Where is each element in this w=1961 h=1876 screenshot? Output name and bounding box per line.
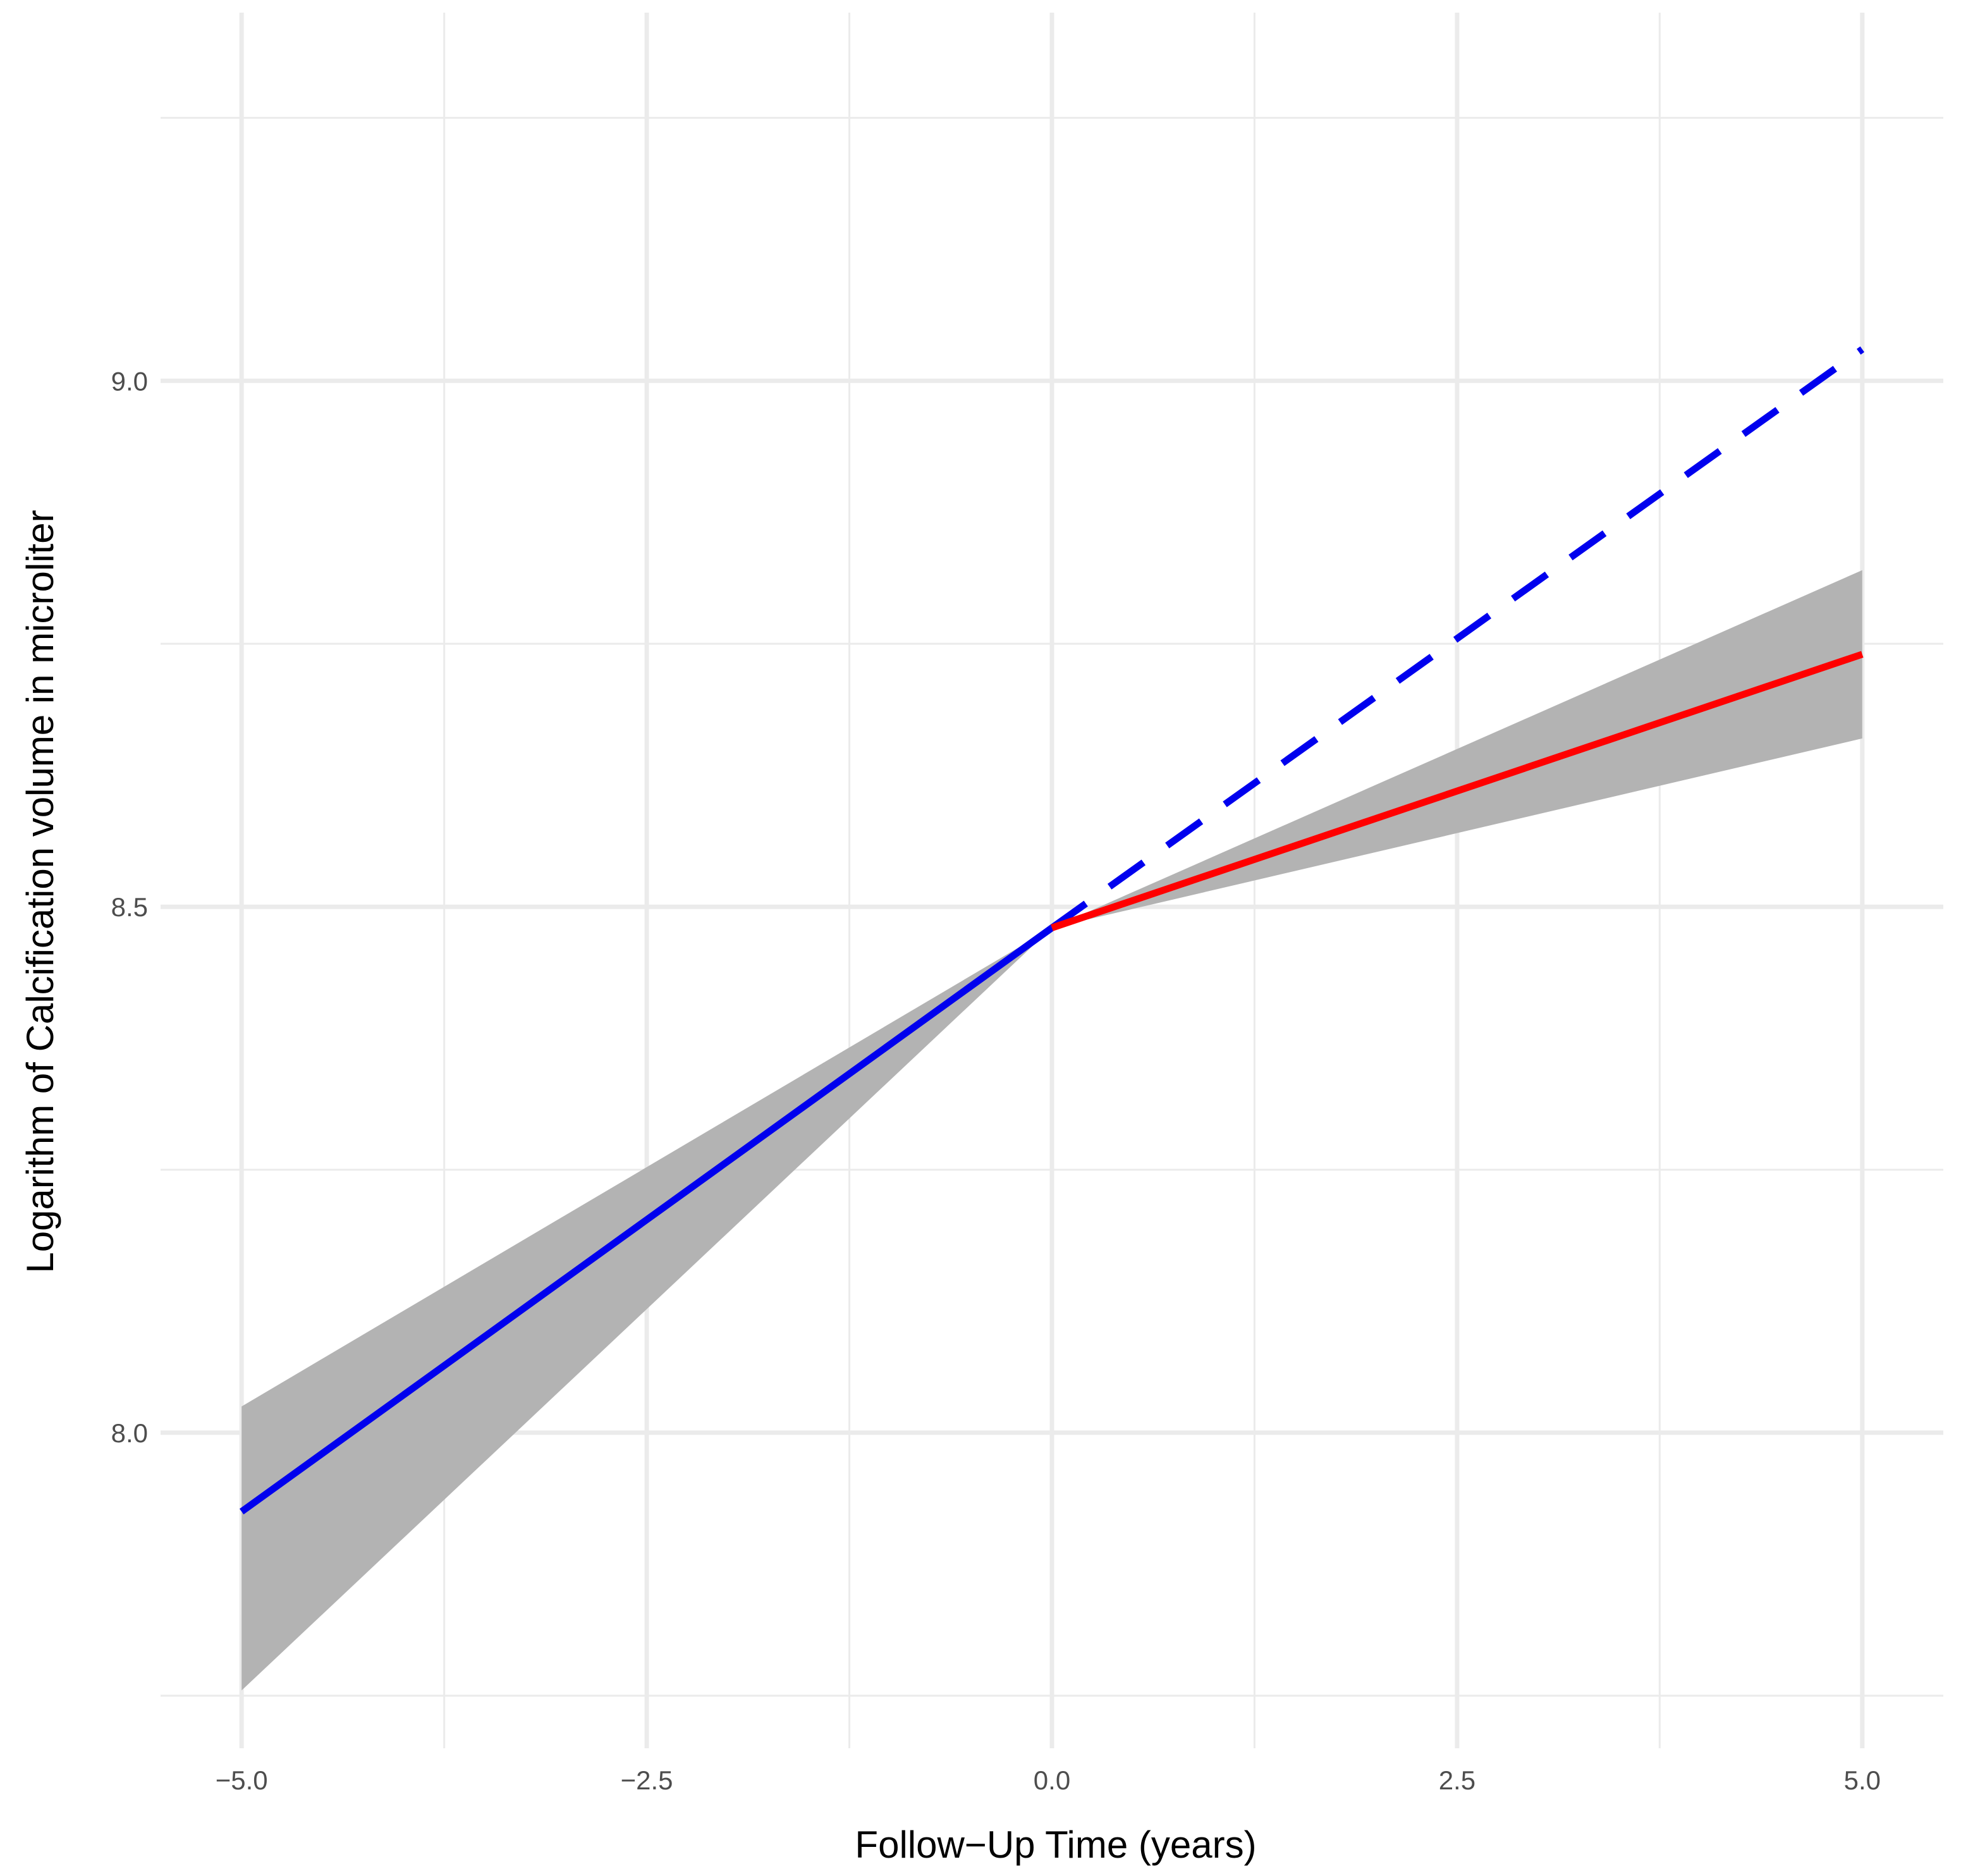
- x-tick-labels: −5.0 −2.5 0.0 2.5 5.0: [216, 1765, 1881, 1795]
- x-tick-label: 2.5: [1439, 1765, 1475, 1795]
- series-line-pre-baseline: [239, 924, 1054, 1515]
- ci-ribbon-post-baseline: [1052, 570, 1862, 928]
- x-tick-label: 5.0: [1844, 1765, 1881, 1795]
- x-tick-label: −5.0: [216, 1765, 268, 1795]
- confidence-ribbons: [241, 570, 1862, 1691]
- ci-ribbon-pre-baseline: [241, 928, 1052, 1691]
- y-axis-title: Logarithm of Calcification volume in mic…: [19, 510, 61, 1273]
- series-lines: [239, 346, 1865, 1515]
- x-tick-label: −2.5: [621, 1765, 673, 1795]
- x-axis-title: Follow−Up Time (years): [855, 1824, 1256, 1866]
- grid-major: [161, 13, 1943, 1748]
- y-tick-label: 8.0: [111, 1418, 148, 1448]
- y-tick-labels: 8.0 8.5 9.0: [111, 366, 148, 1448]
- series-line-extrapolated: [1049, 346, 1865, 931]
- series-line-post-baseline: [1051, 651, 1864, 931]
- y-tick-label: 9.0: [111, 366, 148, 396]
- x-tick-label: 0.0: [1034, 1765, 1070, 1795]
- y-tick-label: 8.5: [111, 892, 148, 922]
